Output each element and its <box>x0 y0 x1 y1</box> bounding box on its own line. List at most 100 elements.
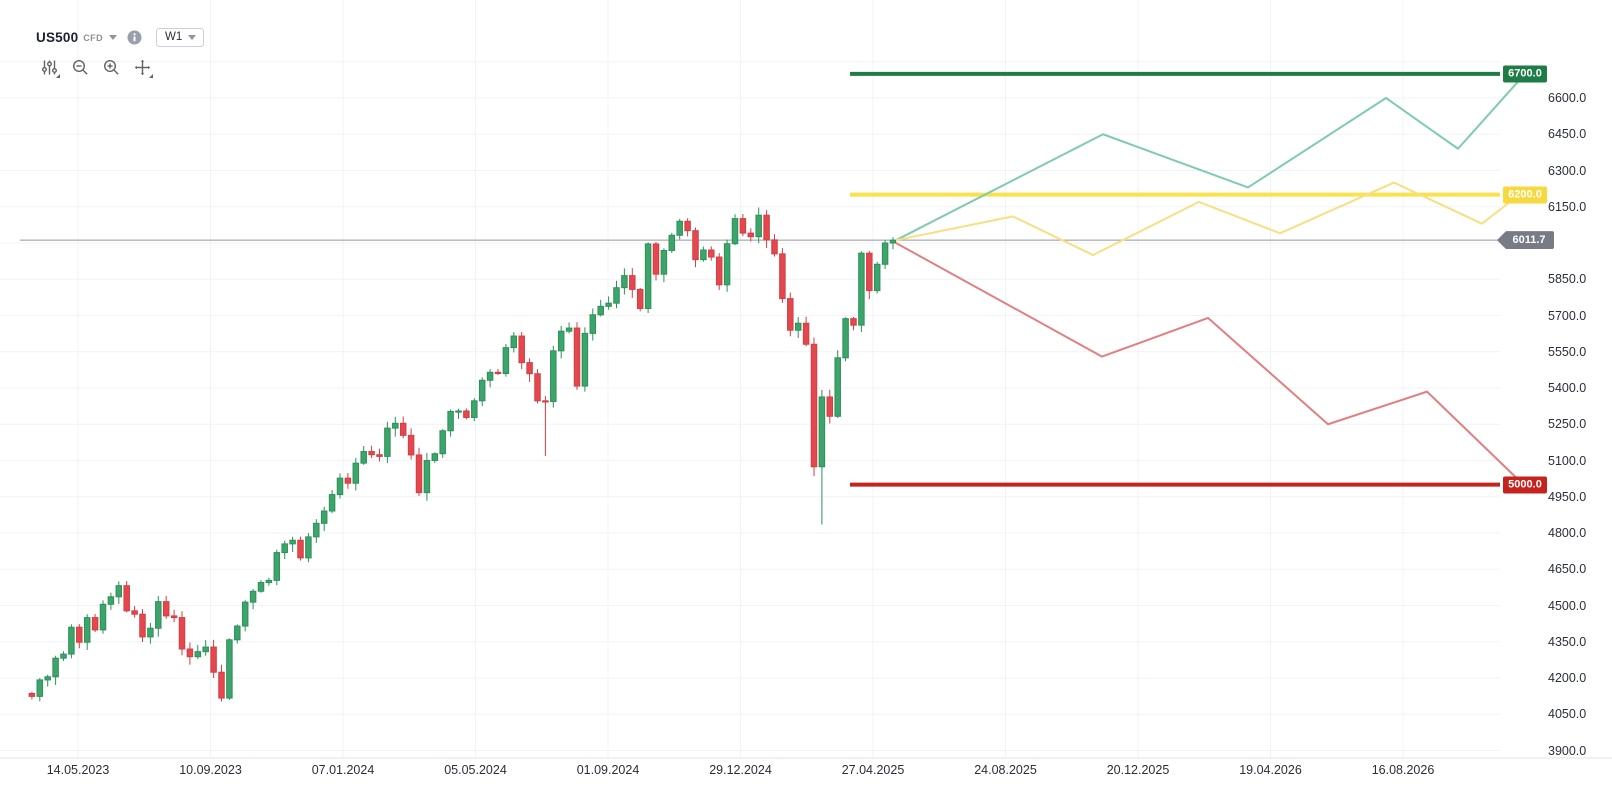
price-tick-label: 3900.0 <box>1548 743 1587 758</box>
price-tick-label: 4050.0 <box>1548 707 1587 722</box>
candle <box>510 332 518 353</box>
candle <box>68 624 75 659</box>
candle <box>423 453 431 501</box>
zoom-out-icon <box>72 59 88 75</box>
candle <box>36 678 44 702</box>
candle <box>739 214 747 237</box>
candle <box>518 331 525 370</box>
candle <box>763 209 770 249</box>
candle <box>431 452 439 463</box>
candle <box>731 214 739 246</box>
sideways-projection[interactable] <box>895 181 1514 257</box>
candle <box>636 287 644 312</box>
candle <box>534 369 541 404</box>
time-tick-label: 10.09.2023 <box>179 763 242 777</box>
price-tick-label: 4350.0 <box>1548 634 1587 649</box>
candle <box>60 651 67 661</box>
candle <box>91 613 99 633</box>
candle <box>226 638 233 700</box>
candle <box>605 296 612 310</box>
zoom-in-button[interactable] <box>100 56 122 78</box>
candle <box>399 416 407 439</box>
indicators-button[interactable] <box>38 56 60 78</box>
chevron-down-icon[interactable] <box>108 35 117 40</box>
indicators-icon <box>41 60 57 74</box>
price-badge-support: 5000.0 <box>1503 476 1547 494</box>
candle <box>439 429 446 458</box>
candle <box>218 664 225 702</box>
info-button[interactable] <box>127 30 142 45</box>
candle <box>557 325 565 359</box>
candlestick-series <box>20 207 1500 702</box>
candle <box>76 624 83 649</box>
candle <box>573 322 581 390</box>
candle <box>881 240 889 269</box>
candle <box>170 609 178 623</box>
pan-button[interactable] <box>131 56 153 78</box>
candle <box>115 581 123 605</box>
price-tick-label: 6450.0 <box>1548 127 1587 142</box>
candle <box>866 250 873 300</box>
candle <box>779 248 786 303</box>
candle <box>415 447 423 497</box>
time-tick-label: 07.01.2024 <box>311 763 375 777</box>
chart-header: US500 CFD W1 <box>36 28 205 78</box>
candle <box>83 614 91 650</box>
candle <box>360 446 367 465</box>
zoom-out-button[interactable] <box>69 56 91 78</box>
candle <box>858 251 865 332</box>
price-tick-label: 6150.0 <box>1548 199 1587 214</box>
candle <box>771 234 778 257</box>
candle <box>202 640 209 656</box>
candle <box>107 592 115 610</box>
candle <box>257 580 265 593</box>
chevron-down-icon <box>188 34 197 40</box>
price-tick-label: 5100.0 <box>1548 453 1587 468</box>
price-tick-label: 4500.0 <box>1548 598 1587 613</box>
timeframe-value: W1 <box>164 31 183 43</box>
gridlines <box>0 0 1612 759</box>
info-icon <box>127 30 142 45</box>
candle <box>392 416 399 437</box>
time-tick-label: 16.08.2026 <box>1371 763 1435 777</box>
candle <box>44 674 51 687</box>
time-tick-label: 01.09.2024 <box>576 763 640 777</box>
candle <box>715 253 723 291</box>
candle <box>376 448 383 462</box>
bearish-projection[interactable] <box>895 242 1522 483</box>
candle <box>99 600 107 634</box>
candle <box>352 457 360 491</box>
candle <box>305 533 312 563</box>
candle <box>265 577 273 586</box>
time-tick-label: 20.12.2025 <box>1106 763 1170 777</box>
symbol-name[interactable]: US500 <box>36 30 79 45</box>
candle <box>526 358 533 382</box>
candle <box>289 536 296 553</box>
bullish-projection[interactable] <box>895 73 1526 242</box>
candle <box>850 316 857 331</box>
price-badge-target-resistance: 6700.0 <box>1503 65 1547 83</box>
candle <box>273 549 281 586</box>
candle <box>344 473 352 489</box>
current-price-badge: 6011.7 <box>1497 231 1554 250</box>
price-tick-label: 5850.0 <box>1548 272 1587 287</box>
candle <box>676 218 683 240</box>
candle <box>755 207 762 244</box>
candle <box>621 268 628 295</box>
candle <box>542 395 549 456</box>
candle <box>834 350 841 418</box>
candle <box>139 609 146 642</box>
candle <box>384 421 391 464</box>
candle <box>629 268 636 298</box>
price-tick-label: 4200.0 <box>1548 671 1587 685</box>
time-tick-label: 19.04.2026 <box>1239 763 1302 777</box>
candle <box>708 246 715 261</box>
candle <box>684 218 691 237</box>
price-badge-interim-level: 6200.0 <box>1503 186 1547 204</box>
timeframe-select[interactable]: W1 <box>155 28 205 47</box>
zoom-in-icon <box>103 59 119 75</box>
candle <box>842 317 849 362</box>
candle <box>131 605 138 618</box>
candle <box>320 506 328 532</box>
